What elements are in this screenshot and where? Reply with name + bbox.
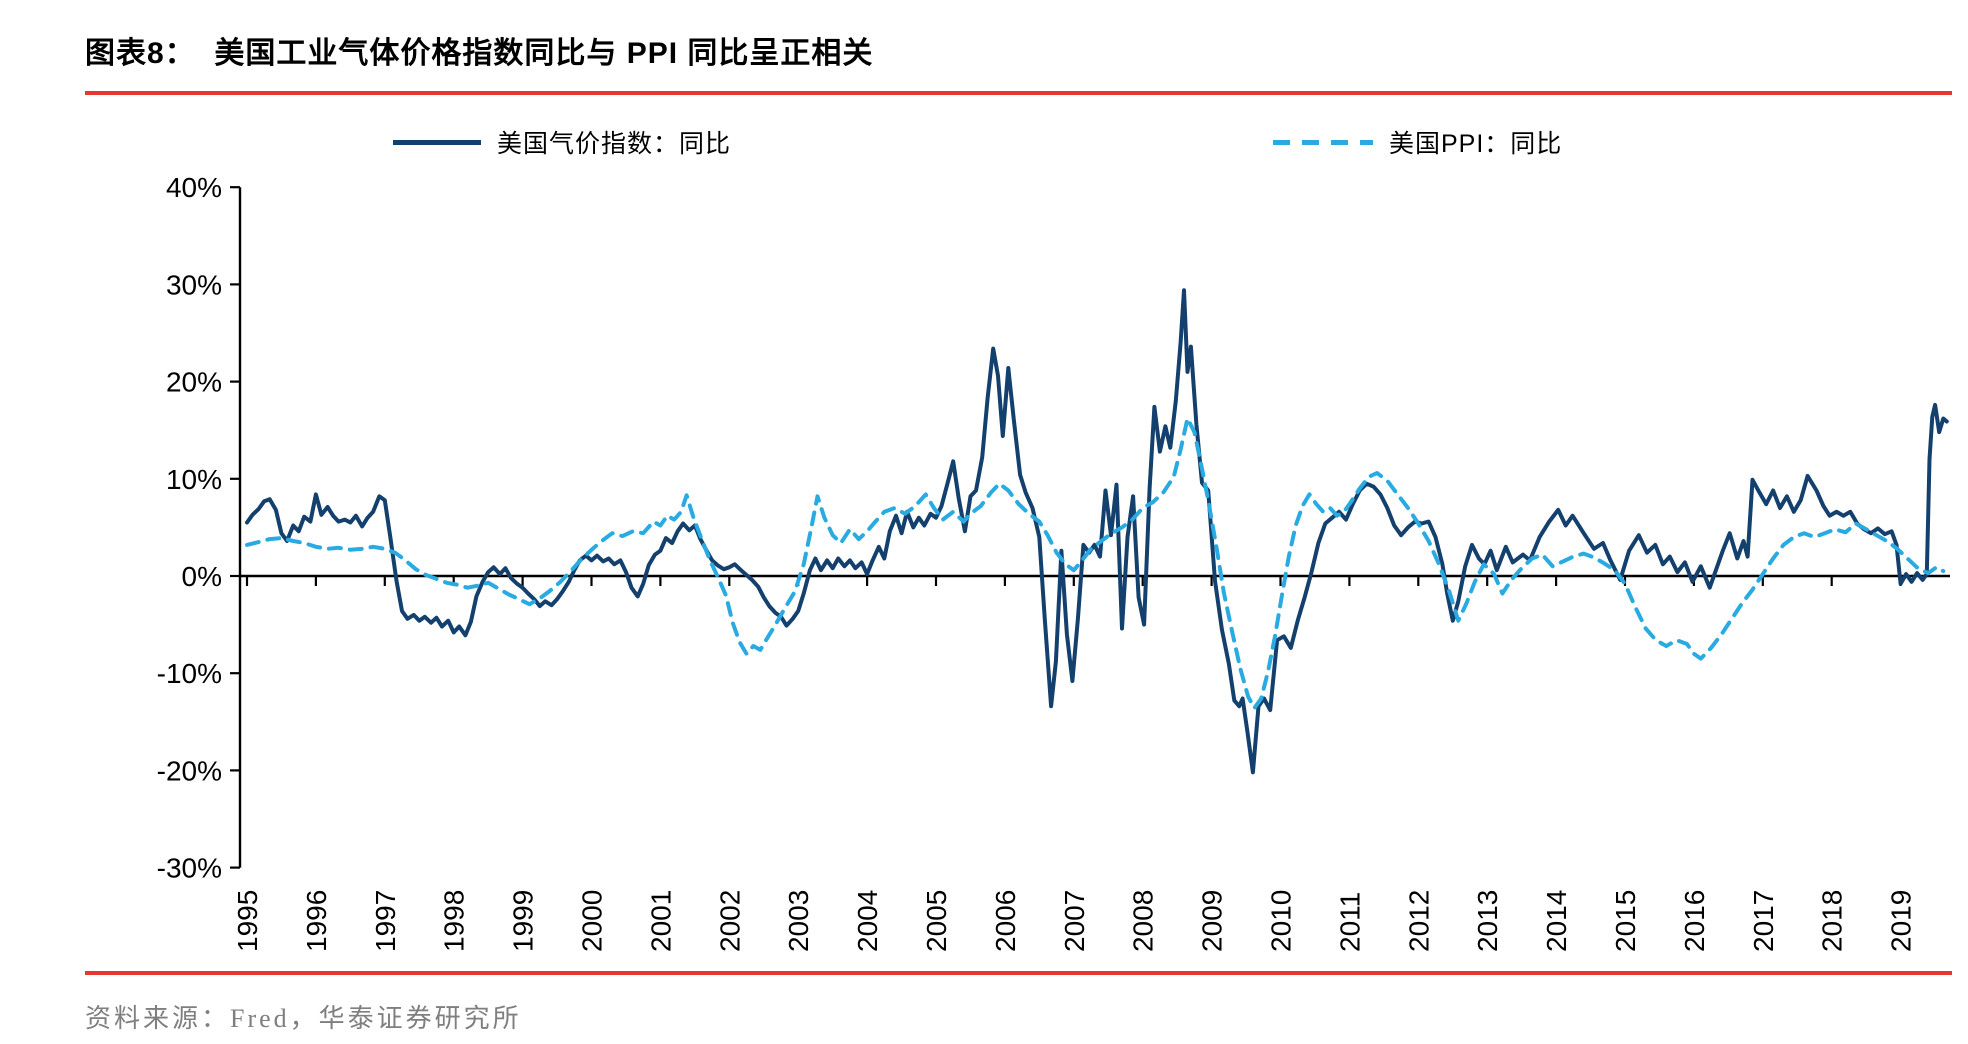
title-underline-rule [85, 91, 1952, 95]
x-axis-year-label: 1999 [508, 890, 539, 952]
x-axis-year-label: 1995 [232, 890, 263, 952]
x-axis-year-label: 2013 [1472, 890, 1503, 952]
x-axis-year-label: 2000 [577, 890, 608, 952]
y-axis-tick-label: 20% [166, 367, 222, 398]
series-line-ppi [245, 416, 1946, 711]
x-axis-year-label: 1998 [439, 890, 470, 952]
series-line-gas-index [245, 288, 1949, 775]
y-axis-tick-label: -10% [157, 658, 222, 689]
x-axis-year-label: 2005 [921, 890, 952, 952]
y-axis-tick-label: -30% [157, 853, 222, 884]
x-axis-year-label: 2011 [1334, 892, 1365, 952]
x-axis-year-label: 2014 [1541, 890, 1572, 952]
x-axis-year-label: 2004 [852, 890, 883, 952]
legend-label-gas-index: 美国气价指数：同比 [497, 130, 732, 158]
footer-rule [85, 971, 1952, 975]
x-axis-year-label: 2006 [990, 890, 1021, 952]
x-axis-year-label: 2016 [1679, 890, 1710, 952]
figure-title: 图表8： 美国工业气体价格指数同比与 PPI 同比呈正相关 [85, 37, 874, 70]
legend-item-gas-index: 美国气价指数：同比 [393, 127, 732, 158]
x-axis-year-label: 1997 [370, 890, 401, 952]
x-axis-year-label: 1996 [301, 890, 332, 952]
x-axis-year-label: 2017 [1748, 890, 1779, 952]
x-axis-year-label: 2001 [645, 890, 676, 952]
y-axis-tick-label: 10% [166, 464, 222, 495]
x-axis-year-label: 2007 [1059, 890, 1090, 952]
x-axis-year-label: 2018 [1817, 890, 1848, 952]
x-axis-year-label: 2010 [1266, 890, 1297, 952]
x-axis-year-label: 2008 [1128, 890, 1159, 952]
legend-dashed-line-swatch [1273, 139, 1373, 145]
source-note: 资料来源：Fred，华泰证券研究所 [85, 1004, 522, 1033]
x-axis-year-label: 2009 [1197, 890, 1228, 952]
y-axis-tick-label: 0% [182, 561, 222, 592]
y-axis-tick-label: 30% [166, 269, 222, 300]
x-axis-year-label: 2012 [1403, 890, 1434, 952]
x-axis-year-label: 2015 [1610, 890, 1641, 952]
legend-label-ppi: 美国PPI：同比 [1389, 130, 1563, 158]
legend-item-ppi: 美国PPI：同比 [1273, 127, 1563, 158]
y-axis-tick-label: 40% [166, 172, 222, 203]
legend-solid-line-swatch [393, 139, 481, 145]
y-axis-tick-label: -20% [157, 755, 222, 786]
x-axis-year-label: 2003 [783, 890, 814, 952]
x-axis-year-label: 2019 [1886, 890, 1917, 952]
x-axis-year-label: 2002 [714, 890, 745, 952]
